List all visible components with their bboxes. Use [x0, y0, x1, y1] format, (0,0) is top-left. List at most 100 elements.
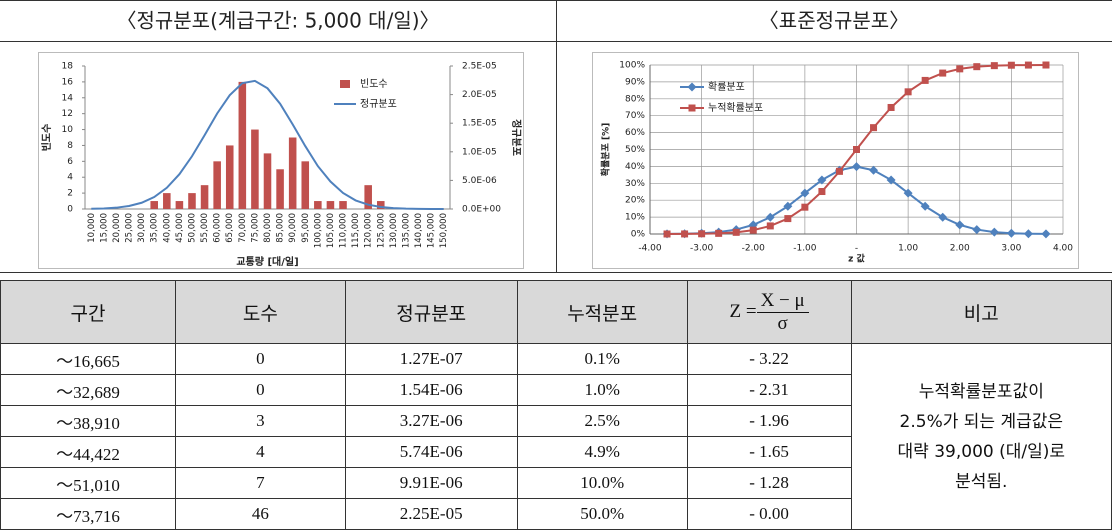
- marker: [1041, 229, 1051, 239]
- y-tick-label: 12: [62, 109, 73, 119]
- x-axis-title: 교통량 [대/일]: [236, 255, 298, 268]
- table-cell: 0.1%: [516, 343, 688, 375]
- y-tick-label: 16: [62, 77, 74, 87]
- chart-panels: 〈정규분포(계급구간: 5,000 대/일)〉 〈표준정규분포〉 0 2 4 6 8 10…: [0, 0, 1112, 273]
- y-tick-label: 0%: [631, 230, 646, 240]
- marker: [886, 175, 896, 185]
- marker: [989, 227, 999, 237]
- bar: [163, 193, 171, 209]
- x-tick-label: 120,000: [364, 213, 374, 248]
- table-cell: 1.54E-06: [344, 374, 518, 406]
- marker: [817, 175, 827, 185]
- y-tick-label: 8: [67, 141, 73, 151]
- x-tick-label: 2.00: [950, 244, 970, 254]
- marker: [783, 201, 793, 211]
- marker: [904, 88, 912, 96]
- bar: [326, 201, 335, 209]
- table-cell: 3.27E-06: [344, 405, 518, 437]
- y-axis-title: 확률분포 [%]: [600, 123, 612, 177]
- y2-tick-label: 1.5E-05: [462, 119, 497, 129]
- legend-marker: [687, 82, 697, 92]
- x-tick-label: 25,000: [125, 213, 135, 243]
- table-row: ～16,665 0 1.27E-07 0.1% - 3.22 누적확률분포값이 2.5%가 …: [0, 343, 1112, 530]
- marker: [921, 76, 929, 84]
- table-cell: ～32,689: [0, 374, 176, 406]
- table-row: ～38,910 3 3.27E-06 2.5% - 1.96: [0, 405, 1112, 437]
- x-tick-label: 115,000: [351, 213, 361, 248]
- bar: [238, 81, 247, 209]
- note-line: 대략 39,000 (대/일)로: [897, 441, 1066, 462]
- y-tick-label: 10%: [625, 213, 645, 223]
- table-cell: 50.0%: [516, 498, 688, 530]
- x-tick-label: 135,000: [401, 213, 411, 248]
- x-axis-title: z 값: [848, 253, 865, 265]
- bar: [251, 129, 259, 209]
- x-tick-label: 1.00: [898, 244, 918, 254]
- table-cell: - 1.65: [686, 436, 852, 468]
- x-tick-label: -2.00: [742, 244, 766, 254]
- bar: [364, 185, 372, 209]
- table-cell: ～44,422: [0, 436, 176, 468]
- x-tick-label: 15,000: [99, 213, 109, 243]
- x-tick-label: 30,000: [137, 213, 147, 243]
- x-tick-label: 80,000: [263, 213, 273, 243]
- marker: [973, 63, 981, 71]
- table-cell: 1.27E-07: [344, 343, 518, 375]
- marker: [715, 229, 723, 237]
- marker: [972, 225, 982, 235]
- bar: [288, 137, 297, 209]
- y2-tick-label: 0.0E+00: [462, 205, 501, 215]
- note-line: 분석됨.: [955, 471, 1008, 492]
- marker: [887, 103, 895, 111]
- y-tick-label: 14: [62, 93, 74, 103]
- x-tick-label: 20,000: [112, 213, 122, 243]
- y2-tick-label: 2.5E-05: [462, 62, 497, 72]
- y2-tick-label: 2.0E-05: [462, 90, 497, 100]
- table-cell: 0: [174, 343, 346, 375]
- bar: [339, 201, 347, 209]
- marker: [869, 165, 879, 175]
- marker: [663, 230, 671, 238]
- table-cell: ～51,010: [0, 467, 176, 499]
- y-tick-label: 2: [67, 189, 73, 199]
- marker: [938, 212, 948, 222]
- y-tick-label: 80%: [625, 94, 645, 104]
- bar: [377, 201, 385, 209]
- marker: [800, 188, 810, 198]
- y-tick-label: 30%: [625, 179, 645, 189]
- x-tick-label: 55,000: [200, 213, 210, 243]
- x-tick-label: 145,000: [427, 213, 437, 248]
- x-tick-label: -1.00: [793, 244, 817, 254]
- marker: [955, 220, 965, 230]
- panel-title: 〈표준정규분포〉: [759, 9, 909, 33]
- x-tick-label: 125,000: [376, 213, 386, 248]
- marker: [1024, 61, 1032, 69]
- y-tick-label: 90%: [625, 77, 645, 87]
- y-tick-label: 70%: [625, 111, 645, 121]
- legend-label: 정규분포: [360, 98, 397, 110]
- y2-axis-title: 정규분포: [510, 119, 523, 156]
- x-tick-label: -: [855, 244, 858, 254]
- legend-swatch: [340, 80, 350, 88]
- chart-frame: [592, 52, 1079, 269]
- table-cell: 10.0%: [516, 467, 688, 499]
- marker: [801, 203, 809, 211]
- x-tick-label: 70,000: [238, 213, 248, 243]
- series-line: [91, 79, 444, 210]
- table-cell: ～16,665: [0, 343, 176, 375]
- bar: [188, 193, 196, 209]
- y-tick-label: 20%: [625, 196, 645, 206]
- table-cell: - 1.28: [686, 467, 852, 499]
- marker: [766, 222, 774, 230]
- table-cell: 9.91E-06: [344, 467, 518, 499]
- table-cell: ～38,910: [0, 405, 176, 437]
- bar: [175, 201, 184, 209]
- x-tick-label: -4.00: [638, 244, 662, 254]
- marker: [1007, 61, 1015, 69]
- table-cell: 2.5%: [516, 405, 688, 437]
- y-tick-label: 6: [67, 157, 73, 167]
- marker: [698, 230, 706, 238]
- marker: [784, 215, 792, 223]
- header-row: 구간 도수 정규분포 누적분포 Z = X − μ σ 비고: [0, 280, 1112, 344]
- table-cell: - 2.31: [686, 374, 852, 406]
